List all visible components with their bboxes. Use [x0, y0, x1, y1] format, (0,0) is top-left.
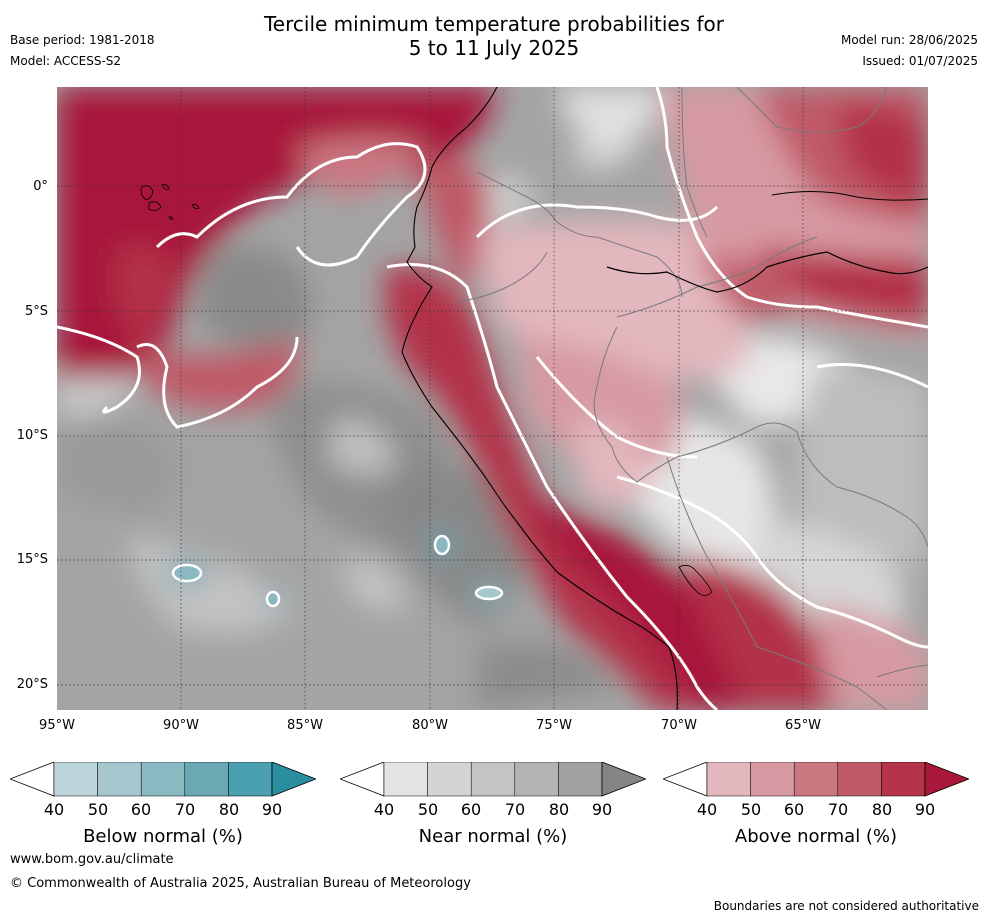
colorbar-tick: 70	[504, 800, 526, 819]
page-title: Tercile minimum temperature probabilitie…	[0, 12, 988, 60]
colorbar-near-normal: 40 50 60 70 80 90 Near normal (%)	[340, 760, 646, 850]
lake-titicaca	[678, 564, 713, 596]
lon-label: 70°W	[661, 718, 697, 733]
category-boundaries	[57, 87, 928, 710]
colorbar-swatch	[881, 762, 926, 797]
colorbar-above-swatches	[663, 762, 969, 797]
colorbar-below-swatches	[10, 762, 316, 797]
title-line-2: 5 to 11 July 2025	[408, 36, 580, 60]
colorbar-swatch	[53, 762, 98, 797]
probability-fields	[57, 87, 928, 710]
model-name: Model: ACCESS-S2	[10, 54, 122, 68]
colorbar-swatch	[97, 762, 142, 797]
lon-label: 65°W	[785, 718, 821, 733]
colorbar-swatch	[706, 762, 751, 797]
below-normal-spot	[474, 585, 504, 601]
lon-label: 85°W	[287, 718, 323, 733]
lon-label: 75°W	[536, 718, 572, 733]
colorbar-max-triangle	[271, 762, 316, 797]
lat-label: 15°S	[16, 552, 48, 567]
lat-label: 10°S	[16, 428, 48, 443]
colorbar-min-triangle	[340, 762, 385, 797]
colorbar-swatch	[558, 762, 603, 797]
lat-label: 0°	[33, 179, 48, 194]
colorbar-tick: 90	[261, 800, 283, 819]
colorbar-swatch	[470, 762, 516, 797]
colorbar-swatch	[427, 762, 472, 797]
colorbar-tick: 70	[174, 800, 196, 819]
lon-label: 95°W	[39, 718, 75, 733]
base-period: Base period: 1981-2018	[10, 33, 155, 47]
colorbar-above-title: Above normal (%)	[734, 826, 898, 847]
model-run: Model run: 28/06/2025	[840, 33, 978, 47]
colorbar-tick: 80	[871, 800, 893, 819]
colorbar-near-swatches	[340, 762, 646, 797]
colorbar-below-title: Below normal (%)	[83, 826, 243, 847]
colorbar-tick: 80	[548, 800, 570, 819]
colorbar-max-triangle	[924, 762, 969, 797]
colorbar-tick: 60	[460, 800, 482, 819]
amazon-river	[606, 251, 928, 293]
lon-label: 80°W	[412, 718, 448, 733]
colorbar-tick: 40	[43, 800, 65, 819]
lon-label: 90°W	[163, 718, 199, 733]
lat-label: 20°S	[16, 677, 48, 692]
meta-right: Model run: 28/06/2025 Issued: 01/07/2025	[841, 33, 978, 68]
colorbar-min-triangle	[663, 762, 708, 797]
country-boundaries	[456, 87, 928, 710]
below-normal-spot	[265, 590, 281, 608]
colorbar-max-triangle	[601, 762, 646, 797]
colorbar-min-triangle	[10, 762, 55, 797]
colorbar-swatch	[514, 762, 559, 797]
colorbar-tick: 90	[591, 800, 613, 819]
colorbar-tick: 60	[783, 800, 805, 819]
colorbar-tick: 80	[218, 800, 240, 819]
footer-note: Boundaries are not considered authoritat…	[713, 899, 979, 913]
colorbar-tick: 50	[87, 800, 109, 819]
title-line-1: Tercile minimum temperature probabilitie…	[263, 12, 725, 36]
colorbar-swatch	[184, 762, 229, 797]
colorbar-swatch	[383, 762, 428, 797]
colorbar-tick: 50	[417, 800, 439, 819]
river-north	[771, 190, 928, 201]
colorbar-below-normal: 40 50 60 70 80 90 Below normal (%)	[10, 760, 316, 850]
issued-date: Issued: 01/07/2025	[862, 54, 978, 68]
colorbar-swatch	[750, 762, 795, 797]
colorbar-above-normal: 40 50 60 70 80 90 Above normal (%)	[663, 760, 969, 850]
colorbar-tick: 50	[740, 800, 762, 819]
coastline	[401, 87, 678, 710]
lat-label: 5°S	[24, 304, 48, 319]
footer-copyright: © Commonwealth of Australia 2025, Austra…	[10, 876, 471, 891]
colorbar-tick: 60	[130, 800, 152, 819]
below-normal-spot	[433, 534, 451, 556]
colorbar-swatch	[140, 762, 186, 797]
colorbar-tick: 40	[696, 800, 718, 819]
colorbar-tick: 70	[827, 800, 849, 819]
below-normal-spot	[171, 563, 203, 583]
colorbar-tick: 90	[914, 800, 936, 819]
probability-map	[57, 87, 928, 710]
colorbar-tick: 40	[373, 800, 395, 819]
footer-url: www.bom.gov.au/climate	[10, 852, 174, 867]
colorbar-swatch	[793, 762, 839, 797]
meta-left: Base period: 1981-2018 Model: ACCESS-S2	[10, 33, 155, 68]
graticule	[57, 87, 928, 710]
colorbar-near-title: Near normal (%)	[418, 826, 568, 847]
colorbar-swatch	[228, 762, 273, 797]
galapagos-islands	[140, 184, 200, 220]
colorbar-swatch	[837, 762, 882, 797]
